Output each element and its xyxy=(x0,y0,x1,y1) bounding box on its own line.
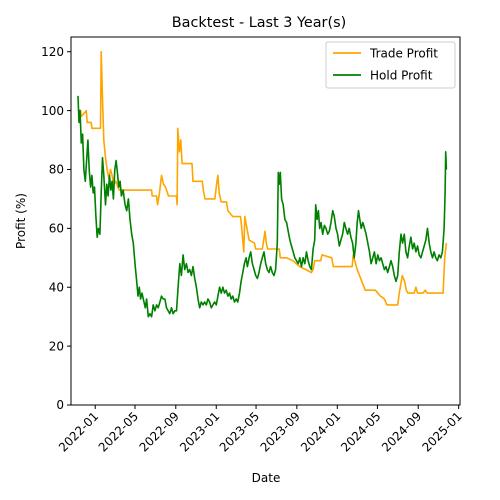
y-axis: 0 20 40 60 80 100 120 xyxy=(41,45,71,412)
y-tick-label: 20 xyxy=(49,339,64,353)
y-axis-label: Profit (%) xyxy=(14,193,28,249)
legend: Trade Profit Hold Profit xyxy=(325,41,456,89)
series-lines xyxy=(77,50,448,318)
legend-label-trade-profit: Trade Profit xyxy=(369,47,438,61)
plot-area xyxy=(70,36,461,406)
y-tick-label: 80 xyxy=(49,163,64,177)
y-tick-label: 120 xyxy=(41,45,64,59)
y-tick-label: 60 xyxy=(49,222,64,236)
series-line-hold-profit xyxy=(77,95,448,318)
y-tick-label: 0 xyxy=(56,398,64,412)
y-tick-label: 40 xyxy=(49,280,64,294)
chart-title: Backtest - Last 3 Year(s) xyxy=(172,15,346,31)
legend-label-hold-profit: Hold Profit xyxy=(370,69,433,83)
x-axis-label: Date xyxy=(252,471,281,485)
series-line-trade-profit xyxy=(78,50,448,306)
y-tick-label: 100 xyxy=(41,104,64,118)
